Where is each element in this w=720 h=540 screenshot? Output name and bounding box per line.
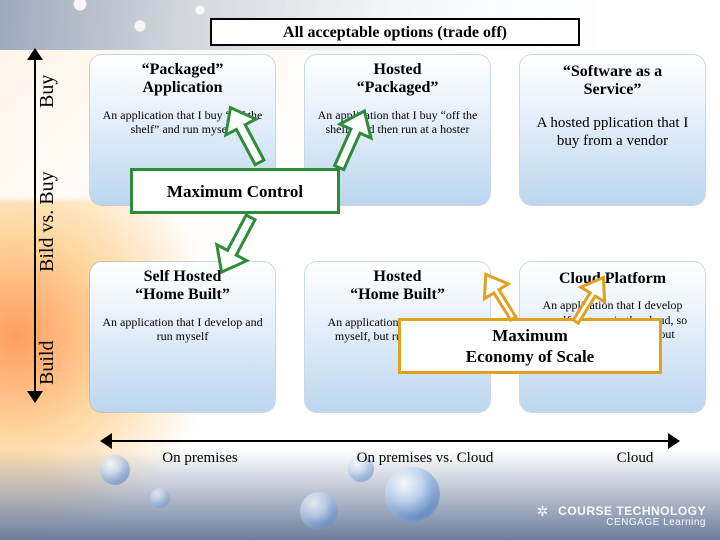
overlay-line: Economy of Scale <box>466 347 594 366</box>
axis-label-onprem-vs-cloud: On premises vs. Cloud <box>325 450 525 467</box>
orb-icon <box>385 467 440 522</box>
footer-line1: COURSE TECHNOLOGY <box>558 504 706 518</box>
arrow-to-cloud-platform-icon <box>560 268 614 331</box>
page-title: All acceptable options (trade off) <box>210 18 580 46</box>
card-title: “Packaged” <box>142 61 224 78</box>
orb-icon <box>150 488 170 508</box>
arrow-path <box>324 104 380 174</box>
card-title: “Software as a <box>563 63 662 80</box>
horizontal-axis-arrow <box>100 434 680 448</box>
card-desc: An application that I develop and run my… <box>98 315 267 344</box>
card-desc: A hosted pplication that I buy from a ve… <box>528 114 697 150</box>
overlay-max-economy: Maximum Economy of Scale <box>398 318 662 374</box>
arrow-path <box>215 100 274 171</box>
card-title: Hosted <box>374 61 422 78</box>
arrow-to-hosted-homebuilt-icon <box>470 268 524 331</box>
axis-label-buy: Buy <box>36 75 59 108</box>
arrow-to-hosted-packaged-icon <box>316 100 376 175</box>
card-title: “Home Built” <box>350 286 445 303</box>
orb-icon <box>300 492 338 530</box>
axis-label-build-vs-buy: Bild vs. Buy <box>36 171 59 272</box>
axis-label-onprem: On premises <box>125 450 275 467</box>
card-saas: “Software as a Service” A hosted pplicat… <box>520 55 705 205</box>
arrow-path <box>206 209 265 280</box>
card-title: “Home Built” <box>135 286 230 303</box>
card-title: Application <box>142 79 222 96</box>
footer-line2: CENGAGE Learning <box>606 517 706 528</box>
arrow-to-self-hosted-icon <box>210 212 270 287</box>
logo-mark-icon: ✲ <box>537 504 549 518</box>
axis-label-cloud: Cloud <box>595 450 675 467</box>
arrow-path <box>474 267 525 326</box>
card-title: Hosted <box>374 268 422 285</box>
arrow-path <box>564 270 615 329</box>
footer-logo: ✲ COURSE TECHNOLOGY CENGAGE Learning <box>537 504 706 528</box>
card-title: Service” <box>584 81 642 98</box>
card-title: “Packaged” <box>357 79 439 96</box>
arrow-to-packaged-icon <box>212 100 272 175</box>
axis-label-build: Build <box>36 341 59 385</box>
